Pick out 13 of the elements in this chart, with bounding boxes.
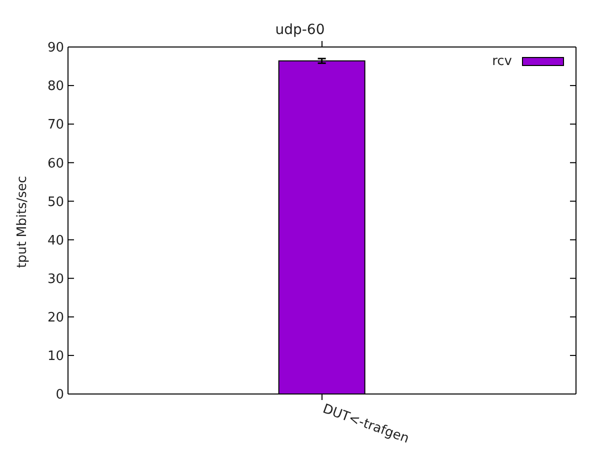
y-tick-label: 0 xyxy=(56,388,64,403)
y-axis-title: tput Mbits/sec xyxy=(15,176,30,268)
y-tick-label: 70 xyxy=(47,118,64,133)
y-tick-label: 20 xyxy=(47,310,64,326)
y-tick-label: 90 xyxy=(47,40,64,56)
chart-title: udp-60 xyxy=(274,22,326,38)
y-tick-label: 40 xyxy=(47,233,64,248)
y-tick-label: 10 xyxy=(47,349,64,364)
y-tick-label: 60 xyxy=(47,156,64,172)
legend-label: rcv xyxy=(492,54,512,69)
y-tick-label: 80 xyxy=(47,79,64,94)
y-tick-label: 30 xyxy=(47,272,64,287)
y-tick-label: 50 xyxy=(47,194,64,210)
